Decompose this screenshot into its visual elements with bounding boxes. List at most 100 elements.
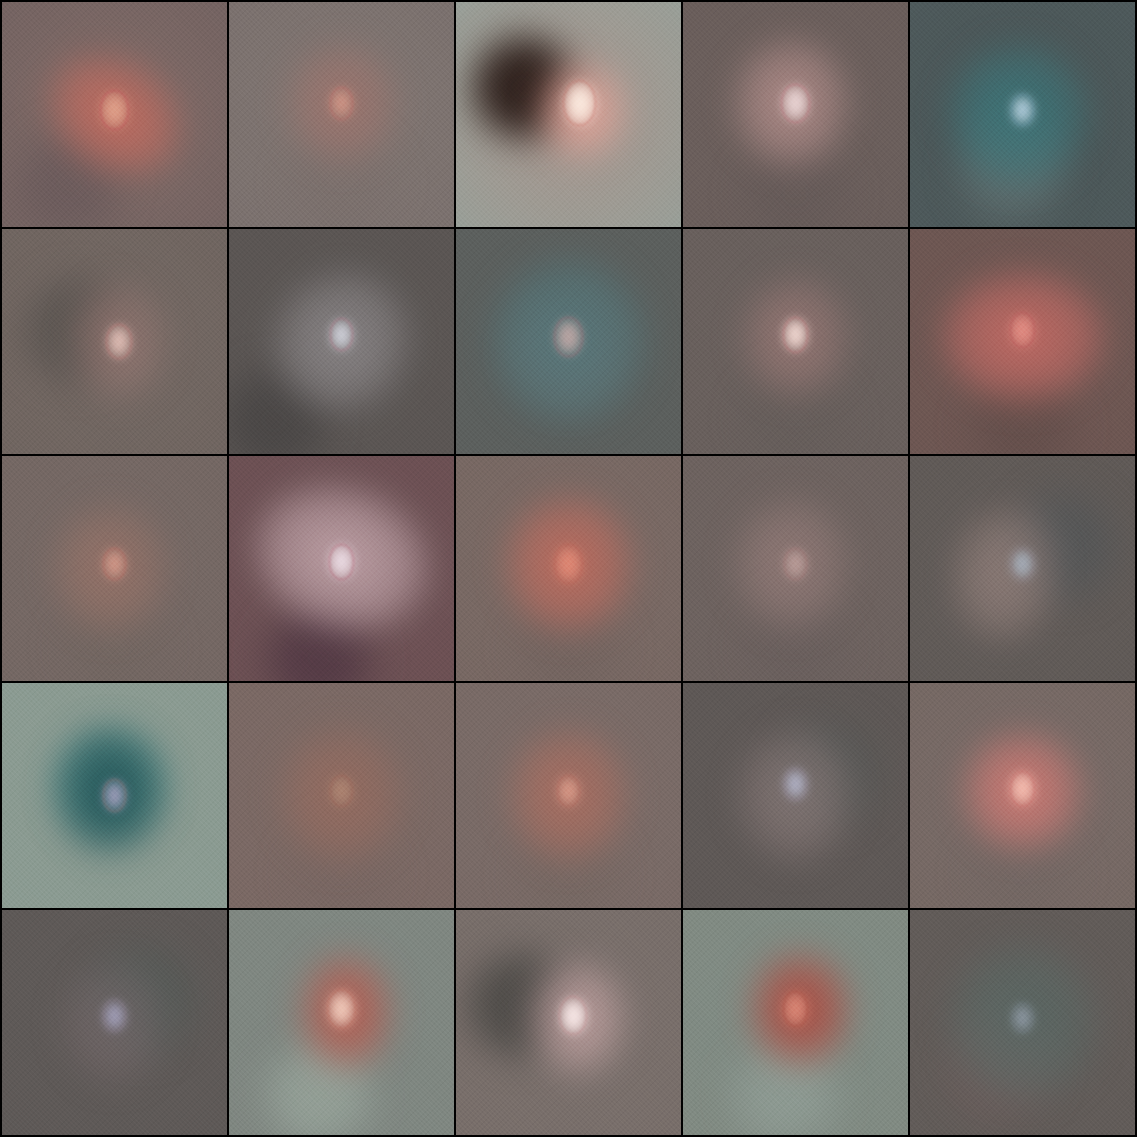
tile-background-haze xyxy=(456,910,681,1135)
tile-blob xyxy=(235,461,448,653)
tile-ring xyxy=(558,996,588,1036)
tile-blob xyxy=(941,497,1068,649)
image-tile-r1-c1 xyxy=(2,2,227,227)
tile-blob xyxy=(948,943,1097,1102)
tile-shade xyxy=(517,302,620,404)
tile-noise xyxy=(2,229,227,454)
tile-noise xyxy=(910,229,1135,454)
tile-noise xyxy=(683,229,908,454)
image-tile-r5-c2 xyxy=(229,910,454,1135)
image-tile-r4-c4 xyxy=(683,683,908,908)
tile-noise xyxy=(456,229,681,454)
tile-background-haze xyxy=(229,456,454,681)
tile-blob xyxy=(489,258,648,425)
tile-shade xyxy=(971,823,1074,908)
tile-blob xyxy=(743,278,848,396)
image-tile-r5-c5 xyxy=(910,910,1135,1135)
tile-core xyxy=(783,992,808,1026)
image-tile-r5-c3 xyxy=(456,910,681,1135)
tile-core xyxy=(557,775,580,807)
tile-core xyxy=(784,769,807,800)
tile-background-haze xyxy=(2,910,227,1135)
tile-shade xyxy=(971,376,1074,454)
tile-ring xyxy=(329,86,354,120)
tile-blob xyxy=(530,961,625,1075)
tile-background-haze xyxy=(683,910,908,1135)
tile-core xyxy=(330,88,353,119)
tile-noise xyxy=(683,2,908,227)
tile-ring xyxy=(328,543,355,580)
tile-ring xyxy=(102,547,127,581)
tile-core xyxy=(329,545,354,579)
image-tile-r3-c4 xyxy=(683,456,908,681)
tile-shade xyxy=(744,142,847,227)
tile-shade xyxy=(290,823,393,908)
tile-core xyxy=(103,548,126,580)
tile-ring xyxy=(102,999,127,1033)
tile-blob xyxy=(53,505,167,632)
tile-background-haze xyxy=(683,229,908,454)
tile-ring xyxy=(1009,312,1036,349)
tile-shade xyxy=(468,953,570,1056)
tile-noise xyxy=(2,2,227,227)
tile-background-haze xyxy=(456,683,681,908)
tile-shade xyxy=(778,722,880,824)
tile-ring xyxy=(782,991,809,1027)
tile-background-haze xyxy=(456,456,681,681)
tile-noise xyxy=(456,456,681,681)
tile-blob xyxy=(74,285,164,398)
tile-ring xyxy=(329,318,354,352)
tile-blob xyxy=(734,498,848,630)
tile-blob xyxy=(510,730,627,861)
tile-blob xyxy=(250,248,433,435)
tile-background-haze xyxy=(683,683,908,908)
tile-shade xyxy=(268,1043,370,1135)
tile-blob xyxy=(62,961,167,1084)
image-tile-r2-c3 xyxy=(456,229,681,454)
tile-blob xyxy=(280,728,403,863)
tile-noise xyxy=(910,910,1135,1135)
tile-noise xyxy=(229,2,454,227)
tile-background-haze xyxy=(683,2,908,227)
tile-ring xyxy=(102,779,127,812)
tile-noise xyxy=(910,456,1135,681)
tile-ring xyxy=(554,544,583,584)
tile-core xyxy=(103,1000,126,1031)
tile-blob xyxy=(750,952,850,1066)
tile-shade xyxy=(472,36,575,139)
tile-noise xyxy=(910,2,1135,227)
tile-background-haze xyxy=(229,910,454,1135)
tile-ring xyxy=(783,767,808,801)
image-tile-r1-c2 xyxy=(229,2,454,227)
tile-background-haze xyxy=(456,2,681,227)
tile-shade xyxy=(744,596,847,681)
tile-noise xyxy=(683,683,908,908)
tile-noise xyxy=(456,910,681,1135)
tile-blob xyxy=(941,271,1104,403)
tile-core xyxy=(1010,313,1035,347)
tile-shade xyxy=(744,369,847,454)
tile-core xyxy=(783,318,808,352)
image-tile-r3-c3 xyxy=(456,456,681,681)
tile-core xyxy=(1012,1004,1033,1032)
tile-core xyxy=(1011,548,1034,580)
image-tile-r2-c4 xyxy=(683,229,908,454)
tile-ring xyxy=(554,317,583,357)
image-tile-r1-c5 xyxy=(910,2,1135,227)
tile-ring xyxy=(781,83,810,123)
image-tile-r4-c5 xyxy=(910,683,1135,908)
tile-shade xyxy=(59,733,161,835)
tile-shade xyxy=(290,131,393,227)
tile-shade xyxy=(1012,495,1114,597)
tile-blob xyxy=(26,30,203,199)
tile-ring xyxy=(100,90,129,130)
tile-blob xyxy=(739,730,852,861)
tile-noise xyxy=(229,910,454,1135)
tile-background-haze xyxy=(910,683,1135,908)
tile-shade xyxy=(90,949,193,1051)
tile-noise xyxy=(456,2,681,227)
tile-shade xyxy=(18,131,121,227)
tile-core xyxy=(1010,772,1035,806)
tile-background-haze xyxy=(2,456,227,681)
tile-noise xyxy=(229,456,454,681)
